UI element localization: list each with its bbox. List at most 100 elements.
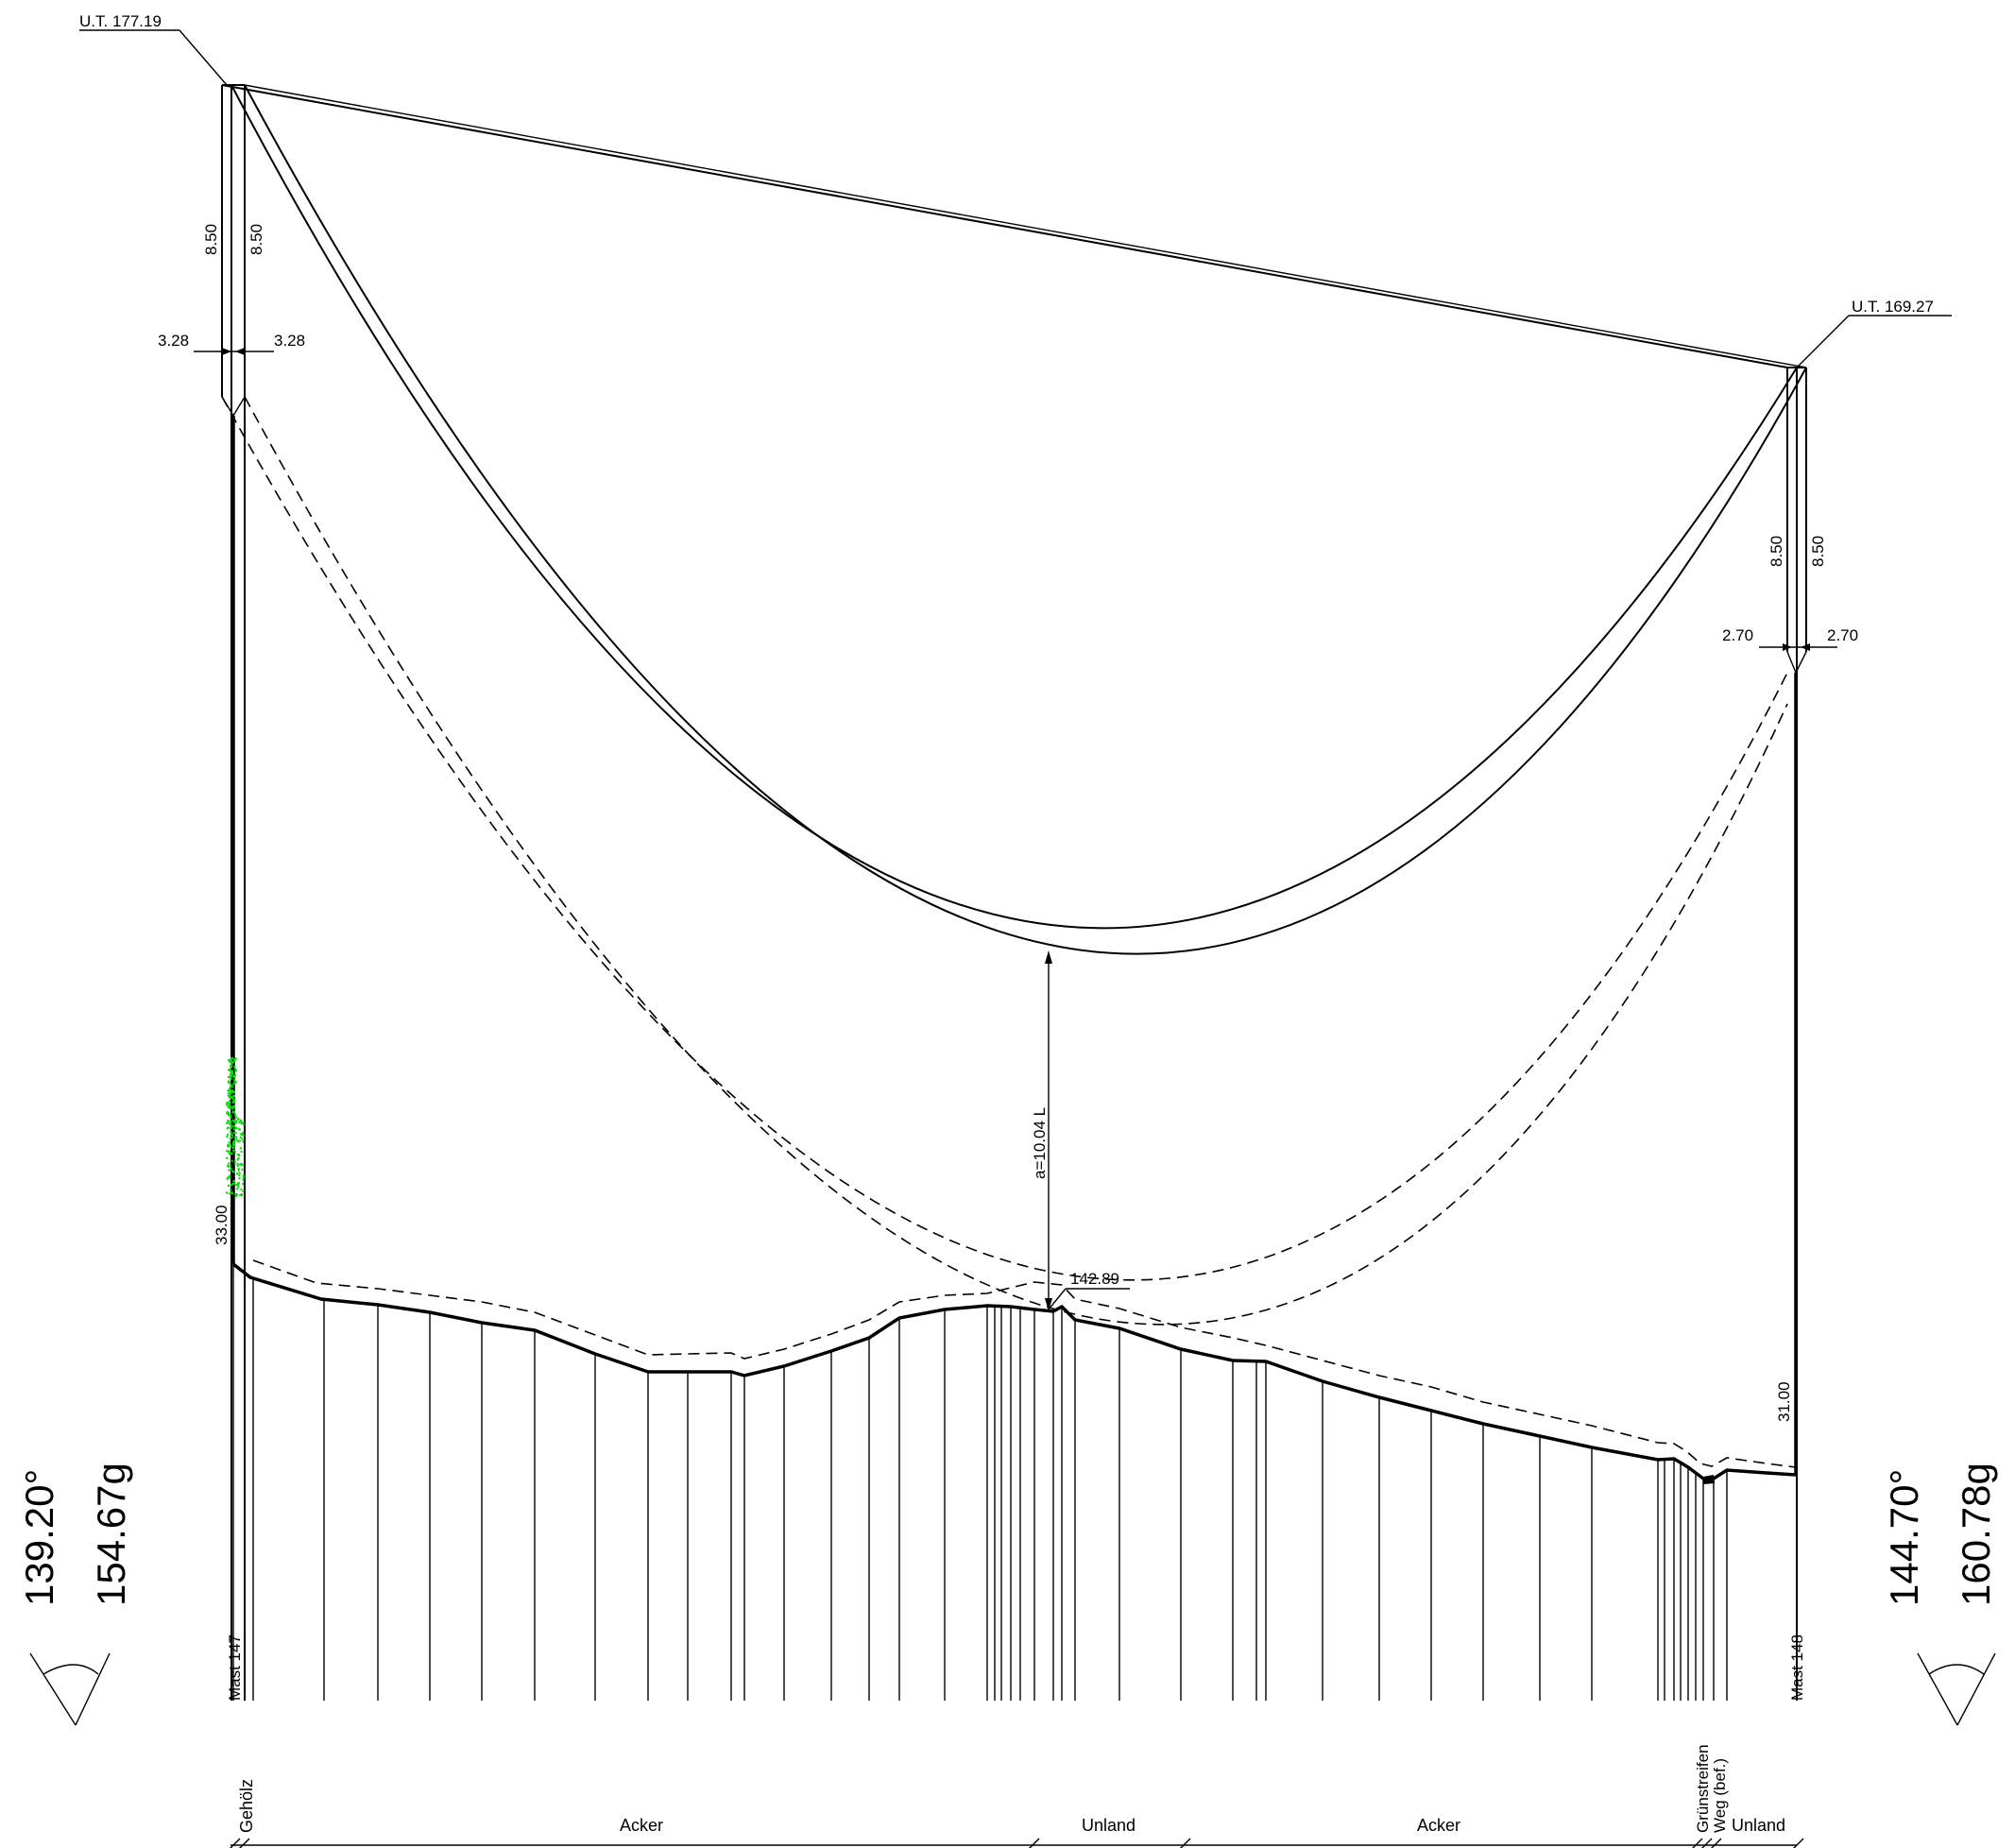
vegetation-dot <box>229 1116 232 1120</box>
vegetation-dot <box>238 1121 241 1123</box>
vegetation-dot <box>234 1131 237 1135</box>
land-use-label: Gehölz <box>237 1779 256 1833</box>
vegetation-dot <box>231 1090 233 1094</box>
vegetation-dot <box>241 1132 245 1135</box>
vegetation-dot <box>227 1119 230 1122</box>
clearance-curves-dashed <box>221 396 1788 1326</box>
tower-height-left: 33.00 <box>213 1205 231 1245</box>
vegetation-dot <box>236 1162 239 1166</box>
vegetation-dot <box>226 1133 230 1137</box>
land-use-label: Acker <box>620 1816 663 1835</box>
vegetation-dot <box>232 1090 235 1094</box>
vegetation-dot <box>225 1191 229 1194</box>
vegetation-dot <box>238 1172 241 1174</box>
vegetation-dot <box>226 1135 229 1138</box>
vegetation-dot <box>240 1150 243 1154</box>
vegetation-dot <box>228 1087 231 1090</box>
vegetation-dot <box>228 1104 231 1107</box>
crossarm-dim-right-a: 8.50 <box>1767 536 1785 567</box>
vegetation-dot <box>227 1112 231 1115</box>
station-verticals <box>252 1277 1728 1701</box>
vegetation-dot <box>231 1146 235 1150</box>
vegetation-dot <box>234 1127 237 1130</box>
vegetation-dot <box>227 1175 230 1179</box>
vegetation-dot <box>231 1111 234 1114</box>
vegetation-dot <box>229 1174 231 1177</box>
vegetation-dot <box>237 1154 240 1156</box>
vegetation-dot <box>228 1069 231 1071</box>
vegetation-dot <box>228 1150 231 1154</box>
vegetation-dot <box>231 1183 234 1186</box>
vegetation-dot <box>240 1162 243 1166</box>
vegetation-dot <box>230 1130 232 1134</box>
vegetation-dot <box>228 1102 231 1104</box>
offset-dim-right-b: 2.70 <box>1827 626 1858 644</box>
vegetation-dot <box>240 1121 243 1125</box>
vegetation-dot <box>229 1114 232 1117</box>
crossarm-dim-left-b: 8.50 <box>248 224 265 255</box>
vegetation-dot <box>231 1069 234 1073</box>
vegetation-dot <box>232 1075 235 1078</box>
offset-dim-right: 2.70 2.70 <box>1722 626 1858 651</box>
vegetation-dot <box>237 1118 240 1121</box>
vegetation-dot <box>230 1096 232 1099</box>
vegetation-dot <box>231 1149 235 1153</box>
vegetation-dot <box>239 1136 242 1139</box>
vegetation-dot <box>232 1101 235 1104</box>
vegetation-dot <box>241 1182 245 1186</box>
vegetation-dot <box>230 1088 232 1092</box>
vegetation-dot <box>229 1065 232 1068</box>
vegetation-dot <box>240 1188 243 1191</box>
crossarm-dim-right-b: 8.50 <box>1809 536 1827 567</box>
vegetation-dot <box>227 1165 230 1169</box>
vegetation-dot <box>235 1187 239 1190</box>
angle-gon-left: 154.67g <box>89 1463 133 1606</box>
vegetation-dot <box>231 1105 233 1108</box>
vegetation-dot <box>233 1160 237 1164</box>
vegetation-dot <box>233 1151 237 1154</box>
vegetation-dot <box>235 1138 238 1141</box>
vegetation-dot <box>230 1145 232 1148</box>
vegetation-dot <box>227 1058 231 1062</box>
vegetation-dot <box>235 1136 238 1138</box>
vegetation-dot <box>230 1077 232 1081</box>
vegetation-dot <box>241 1138 244 1140</box>
vegetation-dot <box>235 1172 239 1175</box>
vegetation-dot <box>232 1105 236 1109</box>
vegetation-dot <box>231 1086 234 1088</box>
angle-indicator-left: 139.20° 154.67g <box>17 1463 133 1726</box>
angle-deg-right: 144.70° <box>1882 1469 1926 1606</box>
vegetation-dot <box>232 1179 235 1183</box>
vegetation-dot <box>233 1068 237 1070</box>
vegetation-dot <box>230 1122 232 1125</box>
offset-dim-left-b: 3.28 <box>274 332 305 350</box>
vegetation-dot <box>231 1170 234 1172</box>
vegetation-dot <box>229 1092 231 1096</box>
vegetation-dot <box>233 1059 236 1062</box>
vegetation-dot <box>242 1178 245 1181</box>
vegetation-dot <box>242 1176 246 1179</box>
vegetation-dot <box>232 1132 235 1135</box>
vegetation-dot <box>235 1183 238 1187</box>
offset-dim-left: 3.28 3.28 <box>158 332 305 355</box>
vegetation-dot <box>227 1080 231 1084</box>
vegetation-dot <box>231 1056 233 1060</box>
angle-indicator-right: 144.70° 160.78g <box>1882 1463 1998 1726</box>
offset-dim-left-a: 3.28 <box>158 332 189 350</box>
vegetation-dot <box>225 1149 229 1153</box>
vegetation-dot <box>242 1140 245 1143</box>
vegetation-dot <box>230 1133 233 1136</box>
vegetation-dot <box>227 1075 231 1079</box>
vegetation-dot <box>242 1122 246 1126</box>
mast-label-left: Mast 147 <box>226 1634 244 1701</box>
ground-profile <box>231 1259 1797 1484</box>
clearance-dimension: a=10.04 L 142.89 <box>1031 950 1130 1311</box>
vegetation-dot <box>232 1144 235 1147</box>
ut-label-right: U.T. 169.27 <box>1796 298 1952 368</box>
vegetation-dot <box>233 1081 236 1084</box>
land-use-label: Acker <box>1417 1816 1460 1835</box>
vegetation-dot <box>242 1189 245 1193</box>
vegetation-dot <box>234 1121 237 1125</box>
vegetation-dot <box>228 1141 231 1144</box>
